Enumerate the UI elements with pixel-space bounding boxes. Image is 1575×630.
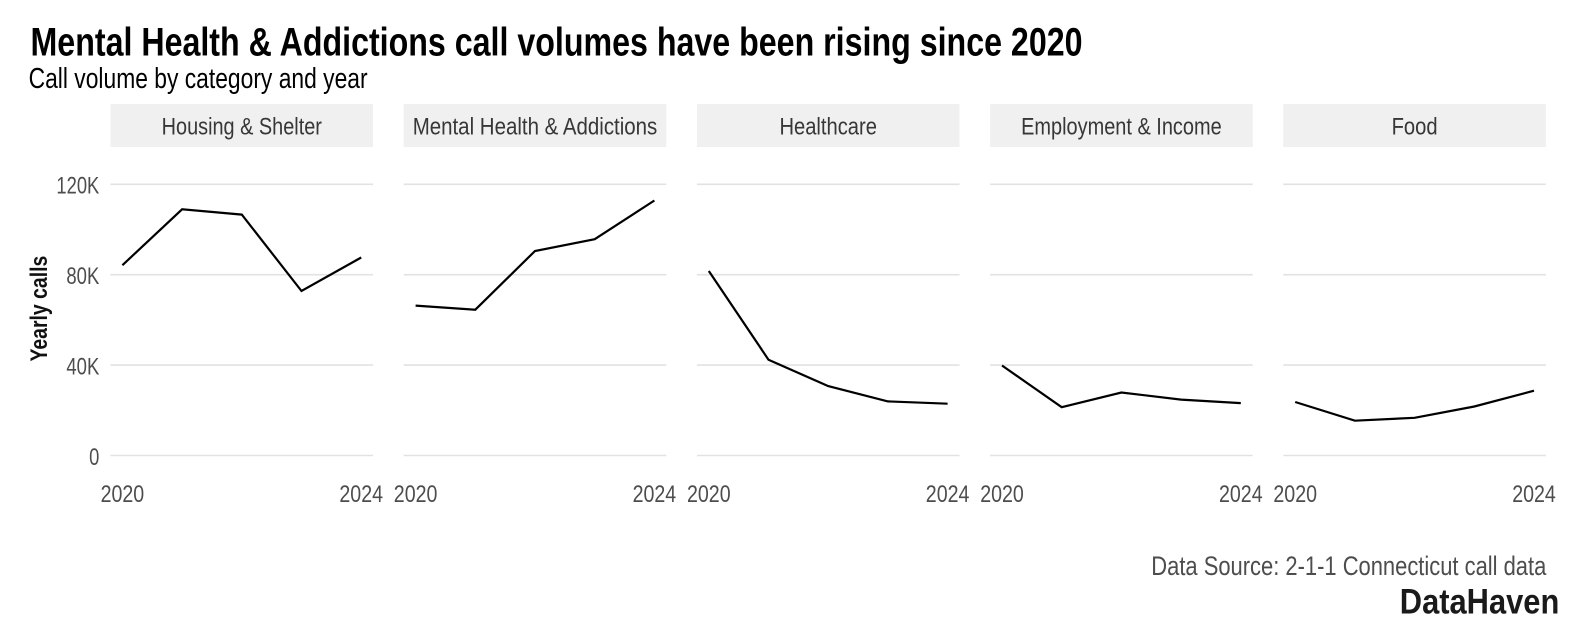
svg-text:Mental Health & Addictions: Mental Health & Addictions — [413, 113, 658, 140]
svg-text:2020: 2020 — [101, 481, 145, 508]
svg-text:2020: 2020 — [687, 481, 731, 508]
svg-text:DataHaven: DataHaven — [1400, 582, 1560, 621]
svg-text:Yearly calls: Yearly calls — [26, 256, 53, 362]
svg-text:Call volume by category and ye: Call volume by category and year — [29, 62, 368, 94]
svg-text:0: 0 — [89, 444, 99, 471]
svg-text:80K: 80K — [66, 263, 99, 290]
svg-text:Data Source: 2-1-1 Connecticut: Data Source: 2-1-1 Connecticut call data — [1151, 551, 1546, 581]
svg-text:2020: 2020 — [394, 481, 438, 508]
svg-text:2024: 2024 — [926, 481, 970, 508]
svg-text:120K: 120K — [56, 173, 99, 200]
svg-text:2024: 2024 — [633, 481, 677, 508]
svg-text:2024: 2024 — [1219, 481, 1263, 508]
svg-text:40K: 40K — [66, 353, 99, 380]
svg-text:2024: 2024 — [339, 481, 383, 508]
svg-text:2024: 2024 — [1512, 481, 1556, 508]
svg-text:Mental Health & Addictions cal: Mental Health & Addictions call volumes … — [31, 20, 1083, 64]
svg-text:Healthcare: Healthcare — [779, 113, 877, 140]
svg-text:2020: 2020 — [980, 481, 1024, 508]
svg-text:Employment & Income: Employment & Income — [1021, 113, 1222, 140]
svg-text:Housing & Shelter: Housing & Shelter — [162, 113, 322, 140]
svg-text:2020: 2020 — [1273, 481, 1317, 508]
svg-text:Food: Food — [1392, 113, 1438, 140]
